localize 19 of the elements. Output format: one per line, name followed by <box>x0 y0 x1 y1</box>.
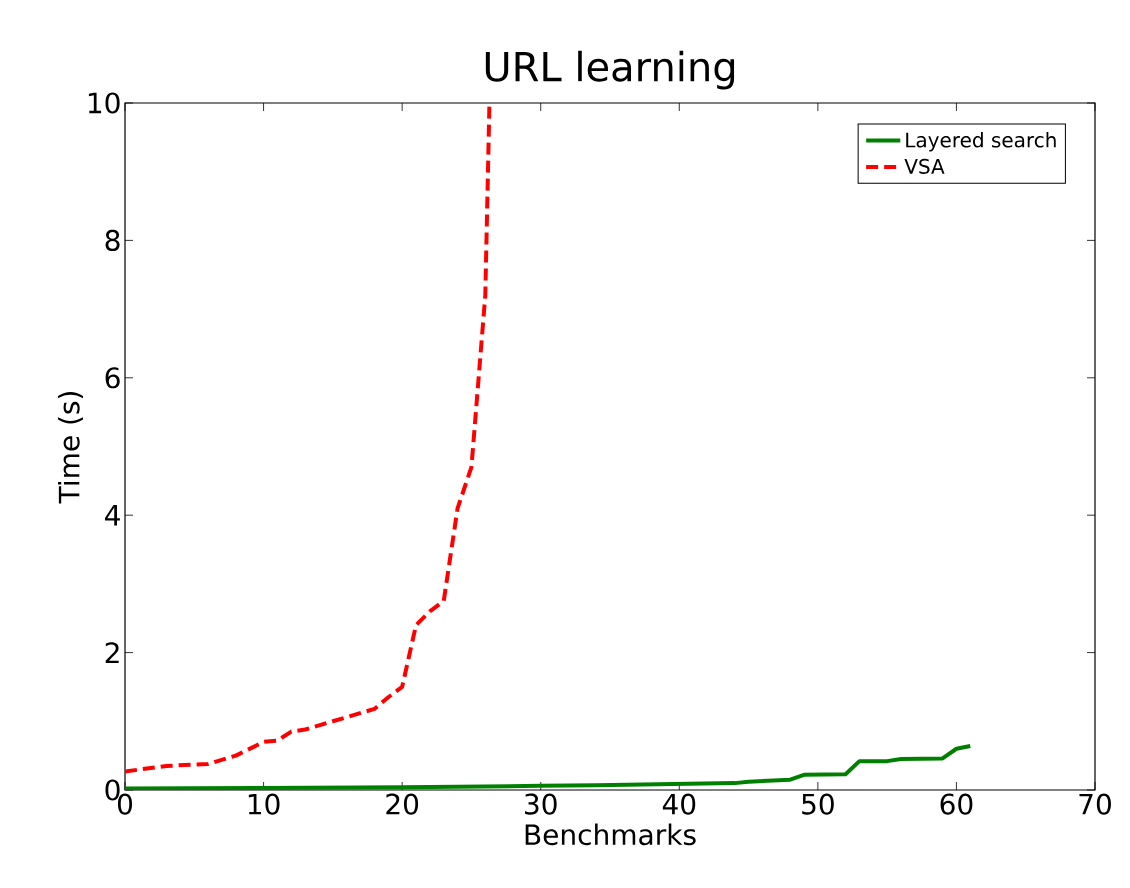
x-tick-label: 10 <box>248 793 280 815</box>
x-tick-label: 70 <box>1079 793 1111 815</box>
line-series <box>125 744 973 790</box>
y-tick-label: 0 <box>105 779 120 801</box>
y-tick-label: 10 <box>88 92 120 114</box>
y-tick-label: 4 <box>105 504 120 526</box>
x-tick-label: 30 <box>525 793 557 815</box>
y-axis-title: Time (s) <box>58 391 83 504</box>
x-axis-title: Benchmarks <box>525 823 696 846</box>
x-tick-label: 60 <box>940 793 973 815</box>
x-tick-label: 20 <box>386 793 419 815</box>
x-tick-label: 40 <box>662 793 696 815</box>
y-tick-label: 8 <box>105 229 120 251</box>
legend-label: Layered search <box>906 132 1056 152</box>
chart-title: URL learning <box>485 50 735 90</box>
x-tick-label: 50 <box>802 793 834 815</box>
legend-label: VSA <box>904 158 945 174</box>
y-tick-label: 2 <box>105 642 119 663</box>
y-tick-label: 6 <box>105 367 120 389</box>
